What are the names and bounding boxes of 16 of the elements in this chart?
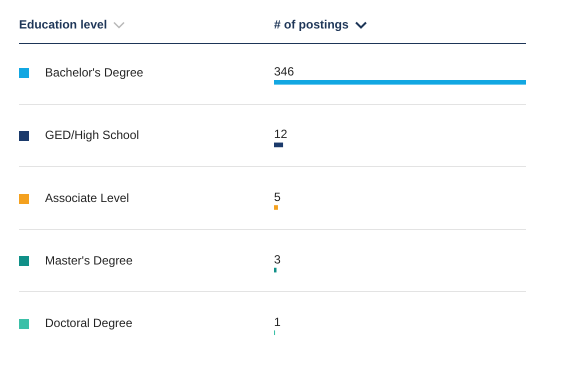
data-label: 346 xyxy=(274,64,294,79)
data-label: 1 xyxy=(274,315,281,330)
y-tick-label: Associate Level xyxy=(45,190,130,205)
bar xyxy=(274,142,284,148)
data-label: 3 xyxy=(274,252,281,266)
y-tick-label: Doctoral Degree xyxy=(45,316,133,330)
y-tick-label: GED/High School xyxy=(45,128,140,142)
x-axis-title: # of postings xyxy=(274,17,349,32)
bar xyxy=(274,268,277,272)
y-tick-label: Bachelor's Degree xyxy=(45,66,144,80)
bar xyxy=(274,205,278,210)
data-label: 12 xyxy=(274,127,288,142)
y-tick-label: Master's Degree xyxy=(45,253,133,268)
data-label: 5 xyxy=(274,190,281,204)
bar xyxy=(274,80,526,85)
y-axis-title: Education level xyxy=(19,17,108,32)
